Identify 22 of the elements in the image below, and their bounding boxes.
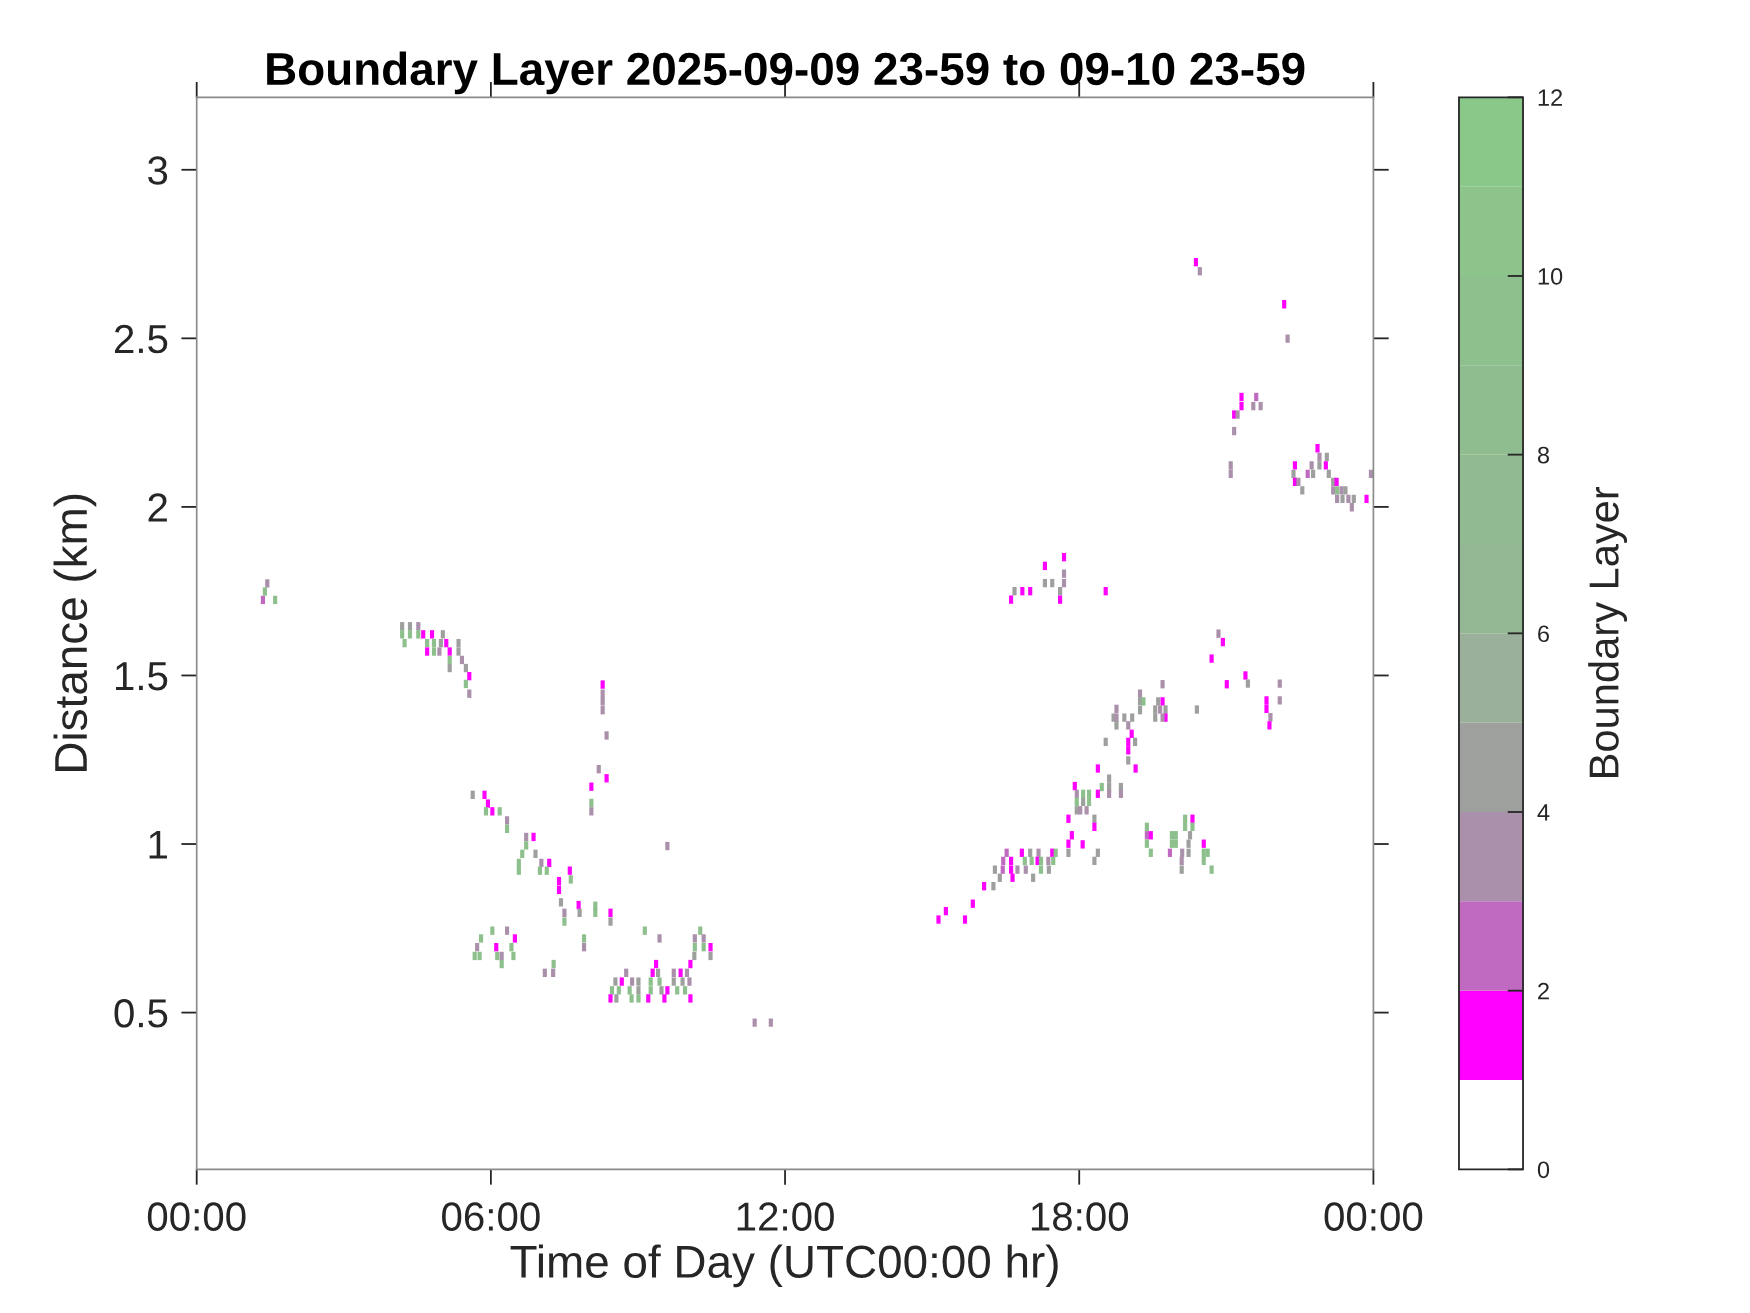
x-tick-label: 00:00 [147, 1202, 246, 1231]
y-tick-label: 0.5 [114, 999, 168, 1028]
chart-title: Boundary Layer 2025-09-09 23-59 to 09-10 23-59 [267, 51, 1305, 95]
y-tick-label: 1.5 [116, 662, 168, 691]
color-bar-label: 12 [1538, 89, 1562, 106]
y-axis-title: Distance (km) [53, 494, 97, 771]
y-tick-label: 3 [148, 156, 168, 185]
color-bar-label: 10 [1538, 268, 1563, 285]
x-tick-label: 12:00 [737, 1202, 834, 1231]
color-bar-label: 4 [1537, 804, 1550, 821]
color-bar-label: 6 [1538, 625, 1550, 643]
x-axis-title: Time of Day (UTC00:00 hr) [510, 1244, 1058, 1288]
color-bar-label: 0 [1537, 1161, 1550, 1179]
x-tick-label: 00:00 [1324, 1202, 1423, 1231]
x-tick-label: 18:00 [1031, 1202, 1129, 1231]
y-tick-label: 2.5 [114, 324, 168, 354]
x-tick-label: 06:00 [442, 1202, 540, 1231]
color-bar-label: 2 [1538, 982, 1549, 1000]
color-bar-label: 8 [1537, 446, 1550, 464]
y-tick-label: 1 [149, 830, 167, 859]
color-bar-title: Boundary Layer [1588, 486, 1628, 777]
y-tick-label: 2 [148, 493, 167, 522]
